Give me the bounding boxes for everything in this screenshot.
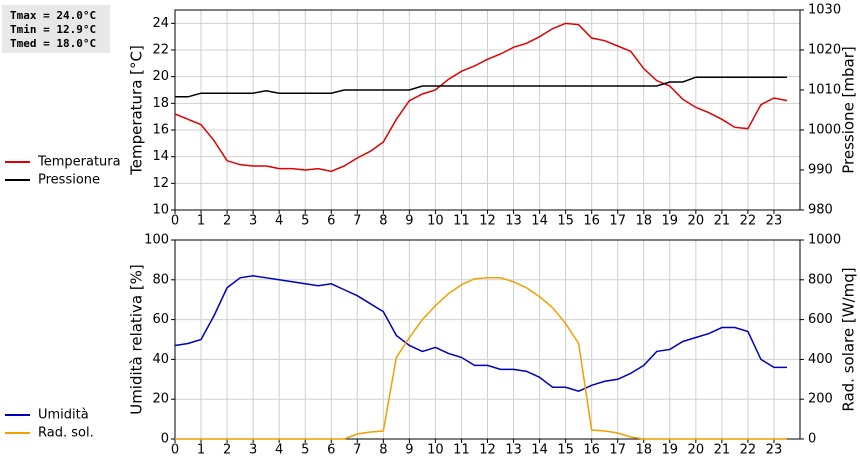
x-tick-label: 7 xyxy=(353,443,361,458)
x-tick-label: 4 xyxy=(275,214,283,229)
x-tick-label: 22 xyxy=(740,443,757,458)
y-tick-label: 24 xyxy=(152,16,169,31)
x-tick-label: 6 xyxy=(327,214,335,229)
x-tick-label: 11 xyxy=(453,443,470,458)
x-tick-label: 10 xyxy=(427,214,444,229)
y-tick-label: 20 xyxy=(152,69,169,84)
x-tick-label: 2 xyxy=(223,443,231,458)
y-tick-label: 12 xyxy=(152,176,169,191)
y2-tick-label: 200 xyxy=(808,392,833,407)
y-tick-label: 40 xyxy=(152,352,169,367)
y-axis-label: Umidità relativa [%] xyxy=(128,264,146,415)
x-tick-label: 18 xyxy=(635,443,652,458)
y2-tick-label: 980 xyxy=(808,203,833,218)
y2-tick-label: 400 xyxy=(808,352,833,367)
series-line xyxy=(175,277,787,440)
stat-annotation: Tmin = 12.9°C xyxy=(10,23,96,36)
stats-box xyxy=(2,5,110,53)
y2-tick-label: 0 xyxy=(808,432,816,447)
x-tick-label: 3 xyxy=(249,214,257,229)
x-tick-label: 20 xyxy=(688,214,705,229)
x-tick-label: 10 xyxy=(427,443,444,458)
legend-label: Temperatura xyxy=(37,155,121,170)
y2-tick-label: 990 xyxy=(808,163,833,178)
x-tick-label: 7 xyxy=(353,214,361,229)
stat-annotation: Tmed = 18.0°C xyxy=(10,37,96,50)
y-tick-label: 18 xyxy=(152,96,169,111)
x-tick-label: 21 xyxy=(714,443,731,458)
x-tick-label: 16 xyxy=(583,214,600,229)
y2-tick-label: 1030 xyxy=(808,3,841,18)
x-tick-label: 13 xyxy=(505,443,522,458)
x-tick-label: 0 xyxy=(171,443,179,458)
y-tick-label: 100 xyxy=(144,233,169,248)
x-tick-label: 15 xyxy=(557,214,574,229)
x-tick-label: 15 xyxy=(557,443,574,458)
x-tick-label: 23 xyxy=(766,443,783,458)
x-tick-label: 5 xyxy=(301,214,309,229)
y-tick-label: 10 xyxy=(152,203,169,218)
x-tick-label: 12 xyxy=(479,443,496,458)
y-tick-label: 0 xyxy=(161,432,169,447)
x-tick-label: 6 xyxy=(327,443,335,458)
y2-tick-label: 1020 xyxy=(808,43,841,58)
x-tick-label: 20 xyxy=(688,443,705,458)
x-tick-label: 1 xyxy=(197,443,205,458)
y-tick-label: 60 xyxy=(152,312,169,327)
x-tick-label: 17 xyxy=(609,443,626,458)
x-tick-label: 11 xyxy=(453,214,470,229)
y2-axis-label: Pressione [mbar] xyxy=(840,46,858,174)
legend-label: Umidità xyxy=(38,408,89,423)
series-line xyxy=(174,275,787,393)
x-tick-label: 8 xyxy=(379,214,387,229)
x-tick-label: 5 xyxy=(301,443,309,458)
x-tick-label: 14 xyxy=(531,214,548,229)
x-tick-label: 22 xyxy=(740,214,757,229)
y-axis-label: Temperatura [°C] xyxy=(128,45,146,176)
x-tick-label: 21 xyxy=(714,214,731,229)
y-tick-label: 20 xyxy=(152,392,169,407)
y-tick-label: 16 xyxy=(152,123,169,138)
x-tick-label: 0 xyxy=(171,214,179,229)
x-tick-label: 23 xyxy=(766,214,783,229)
series-line xyxy=(174,22,788,173)
x-tick-label: 1 xyxy=(197,214,205,229)
legend-label: Pressione xyxy=(38,173,100,188)
y2-axis-label: Rad. solare [W/mq] xyxy=(840,267,858,411)
y-tick-label: 14 xyxy=(152,149,169,164)
x-tick-label: 18 xyxy=(635,214,652,229)
x-tick-label: 19 xyxy=(662,443,679,458)
legend-label: Rad. sol. xyxy=(38,426,94,441)
x-tick-label: 8 xyxy=(379,443,387,458)
x-tick-label: 16 xyxy=(583,443,600,458)
x-tick-label: 4 xyxy=(275,443,283,458)
x-tick-label: 2 xyxy=(223,214,231,229)
y2-tick-label: 1010 xyxy=(808,83,841,98)
x-tick-label: 19 xyxy=(662,214,679,229)
plot-frame xyxy=(174,239,801,440)
y2-tick-label: 600 xyxy=(808,312,833,327)
y-tick-label: 22 xyxy=(152,43,169,58)
x-tick-label: 3 xyxy=(249,443,257,458)
x-tick-label: 17 xyxy=(609,214,626,229)
series-line xyxy=(175,76,787,98)
x-tick-label: 12 xyxy=(479,214,496,229)
stat-annotation: Tmax = 24.0°C xyxy=(10,9,96,22)
x-tick-label: 13 xyxy=(505,214,522,229)
x-tick-label: 9 xyxy=(405,443,413,458)
x-tick-label: 14 xyxy=(531,443,548,458)
y2-tick-label: 1000 xyxy=(808,233,841,248)
x-tick-label: 9 xyxy=(405,214,413,229)
y2-tick-label: 1000 xyxy=(808,123,841,138)
y-tick-label: 80 xyxy=(152,272,169,287)
plot-frame xyxy=(174,9,801,211)
y2-tick-label: 800 xyxy=(808,272,833,287)
